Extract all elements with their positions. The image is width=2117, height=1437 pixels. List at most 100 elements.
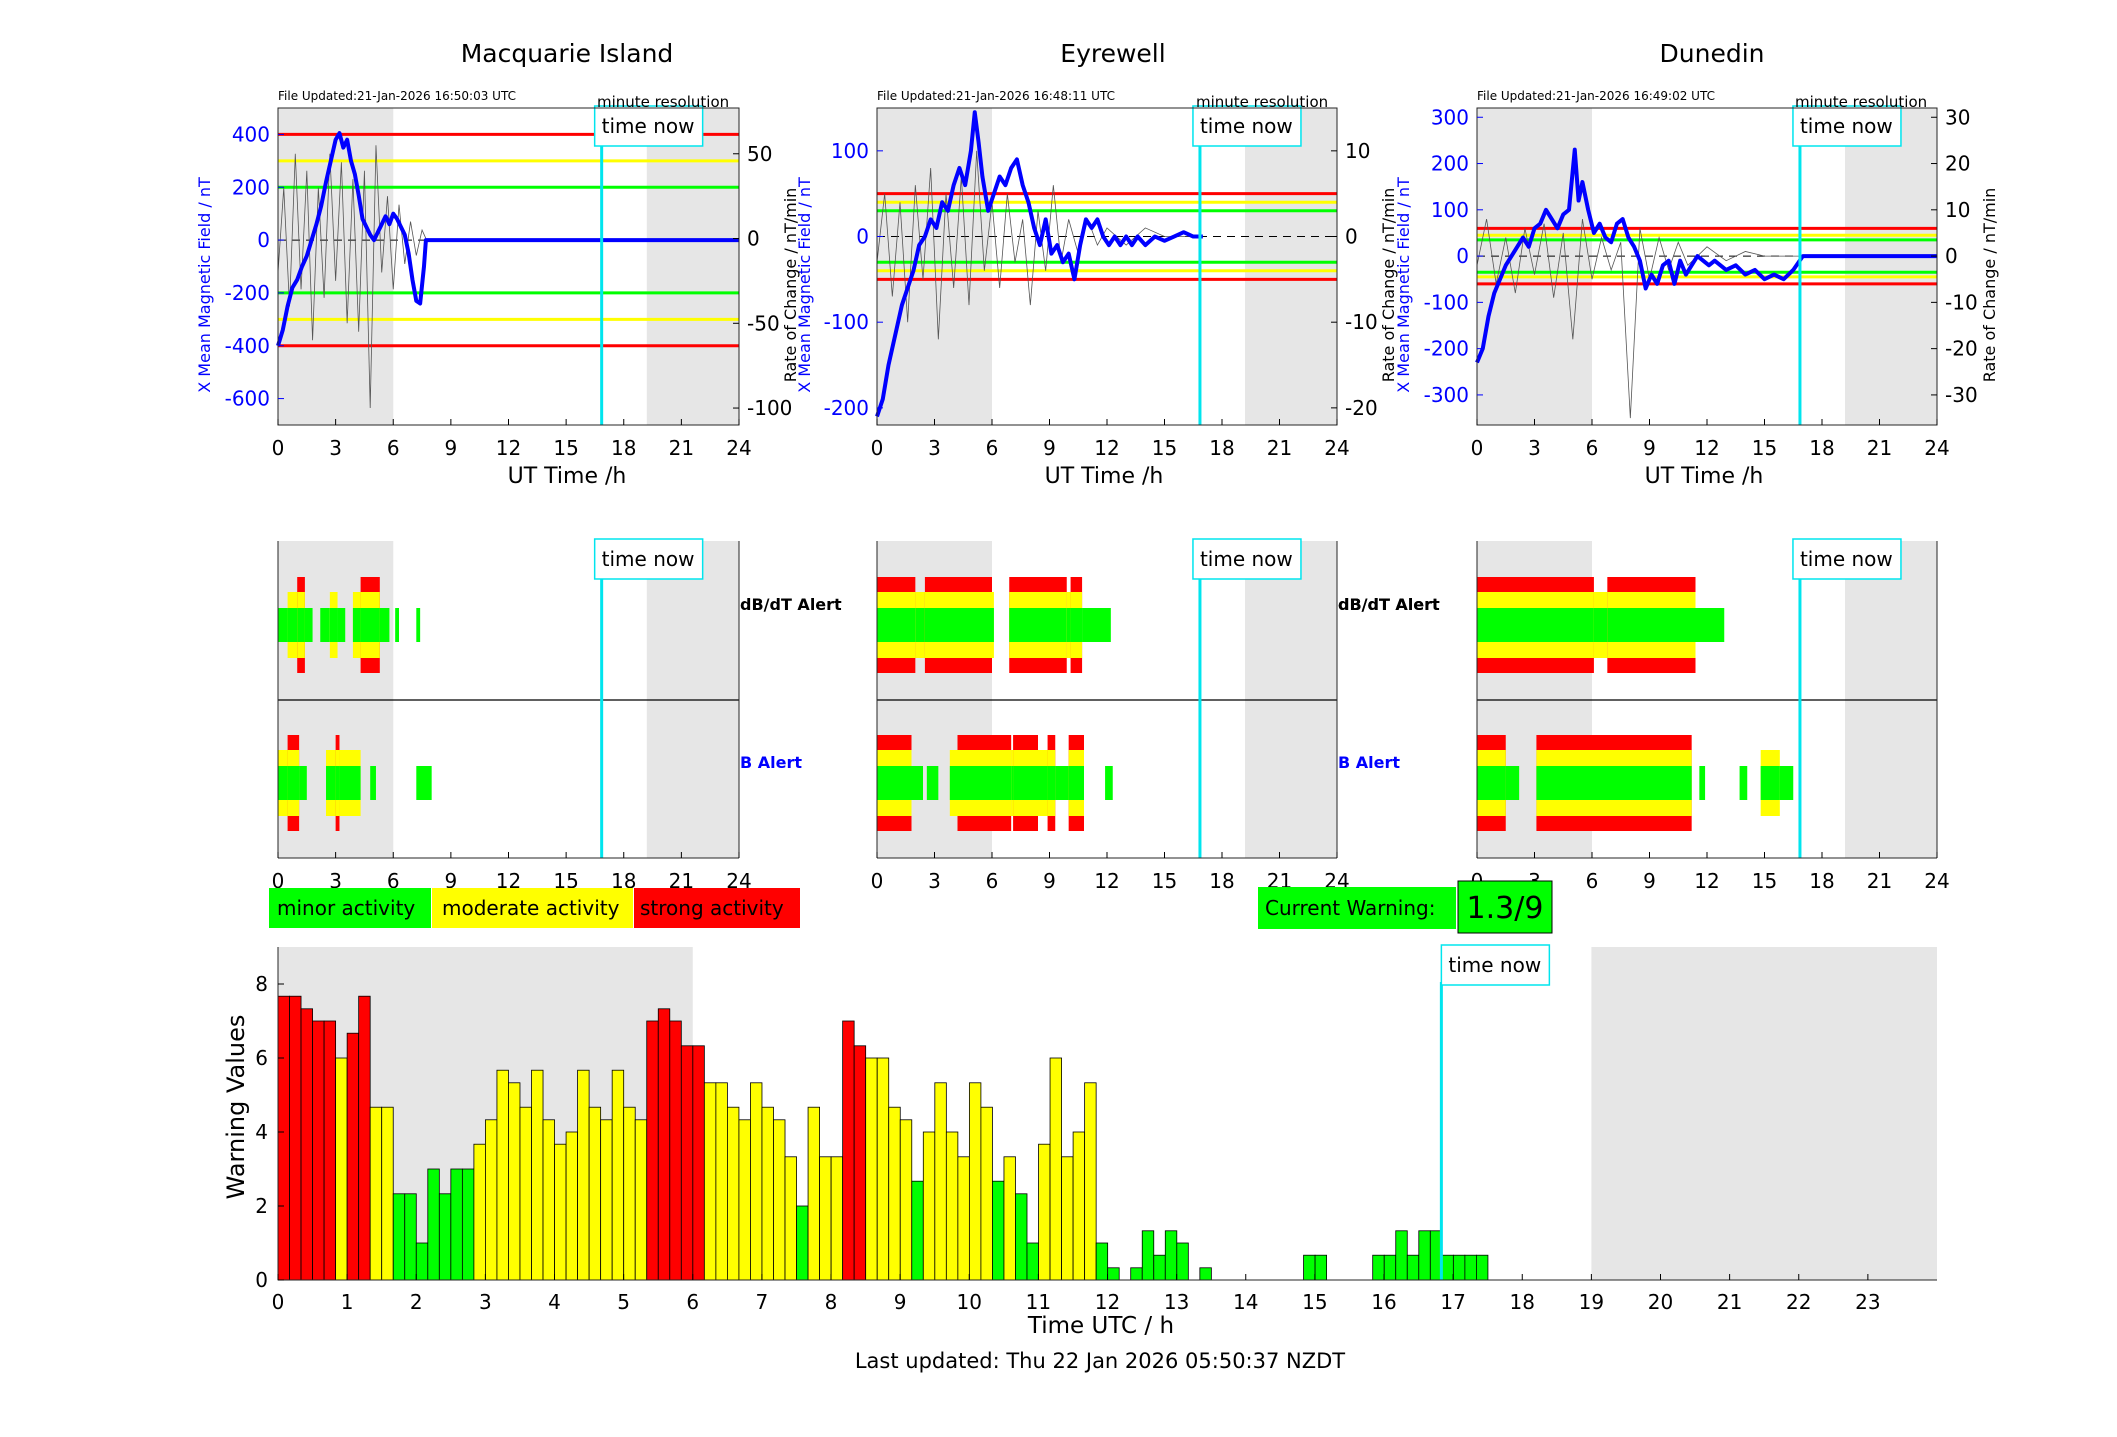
macquarie-b-block-minor-7	[416, 766, 432, 800]
eyrewell-y-axis-label: X Mean Magnetic Field / nT	[795, 177, 814, 393]
warning-y-tick-6: 6	[255, 1046, 268, 1070]
dunedin-b-block-minor-0	[1477, 766, 1506, 800]
dunedin-y-right-tick-0: 0	[1945, 244, 1958, 268]
macquarie-time-now-label: time now	[602, 114, 695, 138]
eyrewell-time-now-box	[1192, 105, 1302, 147]
macquarie-x-tick-21: 21	[669, 436, 694, 460]
warning-x-tick-7: 7	[756, 1290, 769, 1314]
warning-x-tick-15: 15	[1302, 1290, 1327, 1314]
dunedin-y-left-tick--300: -300	[1424, 383, 1469, 407]
warning-bar-66	[1038, 1143, 1051, 1281]
eyrewell-x-tick-9: 9	[1043, 436, 1056, 460]
eyrewell-b-block-minor-2	[926, 766, 939, 800]
warning-bar-25	[565, 1131, 579, 1281]
warning-bar-17	[473, 1143, 486, 1281]
macquarie-y-left-tick-200: 200	[232, 175, 270, 199]
warning-bar-64	[1015, 1193, 1028, 1281]
warning-x-tick-0: 0	[272, 1290, 285, 1314]
macquarie-dbdt-block-minor-11	[416, 608, 421, 642]
eyrewell-b-block-minor-4	[957, 766, 1012, 800]
macquarie-field-series	[276, 131, 739, 347]
dunedin-alert-x-tick-9: 9	[1643, 869, 1656, 893]
dunedin-y-right-tick--30: -30	[1945, 383, 1978, 407]
dunedin-alert-x-tick-15: 15	[1752, 869, 1777, 893]
dunedin-alert-time-now-label: time now	[1800, 547, 1893, 571]
dunedin-x-tick-9: 9	[1643, 436, 1656, 460]
legend-moderate-swatch	[432, 888, 633, 928]
warning-bar-61	[980, 1106, 993, 1281]
dunedin-x-axis-label: UT Time /h	[1645, 464, 1764, 489]
warning-time-now-label: time now	[1448, 953, 1541, 977]
eyrewell-x-tick-6: 6	[986, 436, 999, 460]
warning-x-tick-2: 2	[410, 1290, 423, 1314]
warning-bar-37	[703, 1082, 717, 1281]
warning-bar-27	[588, 1106, 602, 1281]
dunedin-night-band-1	[1845, 108, 1937, 425]
warning-bar-69	[1072, 1131, 1086, 1281]
warning-bar-19	[496, 1069, 509, 1281]
macquarie-dbdt-block-minor-5	[329, 608, 338, 642]
dunedin-y-right-label: Rate of Change / nT/min	[1980, 188, 1999, 383]
warning-bar-76	[1153, 1254, 1166, 1281]
warning-bar-102	[1452, 1254, 1466, 1281]
eyrewell-b-block-minor-6	[1013, 766, 1038, 800]
warning-x-tick-17: 17	[1440, 1290, 1465, 1314]
warning-bar-41	[750, 1082, 763, 1281]
warning-bar-36	[692, 1045, 705, 1281]
eyrewell-x-tick-15: 15	[1152, 436, 1177, 460]
eyrewell-b-block-minor-8	[1047, 766, 1056, 800]
warning-bar-6	[346, 1032, 360, 1281]
dunedin-x-tick-24: 24	[1924, 436, 1949, 460]
warning-x-tick-13: 13	[1164, 1290, 1189, 1314]
warning-x-tick-3: 3	[479, 1290, 492, 1314]
eyrewell-dbdt-block-minor-5	[1066, 608, 1071, 642]
eyrewell-y-left-tick--100: -100	[824, 310, 869, 334]
macquarie-dbdt-alert-label: dB/dT Alert	[740, 595, 842, 614]
warning-bar-30	[623, 1106, 636, 1281]
eyrewell-time-now-label: time now	[1200, 114, 1293, 138]
dunedin-b-block-minor-4	[1739, 766, 1748, 800]
macquarie-x-tick-18: 18	[611, 436, 636, 460]
warning-x-axis-label: Time UTC / h	[1027, 1313, 1174, 1339]
eyrewell-alert-x-tick-18: 18	[1209, 869, 1234, 893]
warning-y-axis-label: Warning Values	[222, 1015, 250, 1200]
eyrewell-y-left-tick--200: -200	[824, 396, 869, 420]
dunedin-x-tick-18: 18	[1809, 436, 1834, 460]
warning-x-tick-4: 4	[548, 1290, 561, 1314]
macquarie-y-left-tick--600: -600	[225, 387, 270, 411]
warning-x-tick-19: 19	[1579, 1290, 1604, 1314]
dunedin-y-right-tick-20: 20	[1945, 152, 1970, 176]
warning-bar-40	[738, 1119, 751, 1281]
warning-bar-63	[1003, 1156, 1016, 1281]
warning-x-tick-10: 10	[957, 1290, 982, 1314]
macquarie-b-block-minor-4	[335, 766, 340, 800]
macquarie-dbdt-block-minor-7	[352, 608, 361, 642]
warning-bar-44	[784, 1156, 797, 1281]
warning-bar-50	[853, 1045, 867, 1281]
warning-bar-53	[888, 1106, 901, 1281]
macquarie-y-left-tick-0: 0	[257, 228, 270, 252]
macquarie-y-axis-label: X Mean Magnetic Field / nT	[195, 177, 214, 393]
macquarie-dbdt-block-minor-6	[337, 608, 346, 642]
legend-minor-swatch	[269, 888, 431, 928]
warning-bar-16	[461, 1168, 475, 1281]
dunedin-y-right-tick-10: 10	[1945, 198, 1970, 222]
eyrewell-dbdt-block-minor-2	[924, 608, 992, 642]
legend-minor-label: minor activity	[277, 896, 415, 920]
warning-bar-4	[323, 1020, 337, 1281]
macquarie-alert-x-tick-3: 3	[329, 869, 342, 893]
warning-bar-22	[531, 1069, 544, 1281]
warning-bar-39	[727, 1106, 740, 1281]
warning-bar-42	[761, 1106, 774, 1281]
eyrewell-field-series	[875, 110, 1203, 418]
last-updated: Last updated: Thu 22 Jan 2026 05:50:37 N…	[855, 1349, 1345, 1373]
dunedin-x-tick-6: 6	[1586, 436, 1599, 460]
dunedin-y-left-tick--200: -200	[1424, 337, 1469, 361]
legend-strong-swatch	[634, 888, 800, 928]
eyrewell-dbdt-block-minor-0	[877, 608, 916, 642]
warning-bar-8	[369, 1106, 383, 1281]
